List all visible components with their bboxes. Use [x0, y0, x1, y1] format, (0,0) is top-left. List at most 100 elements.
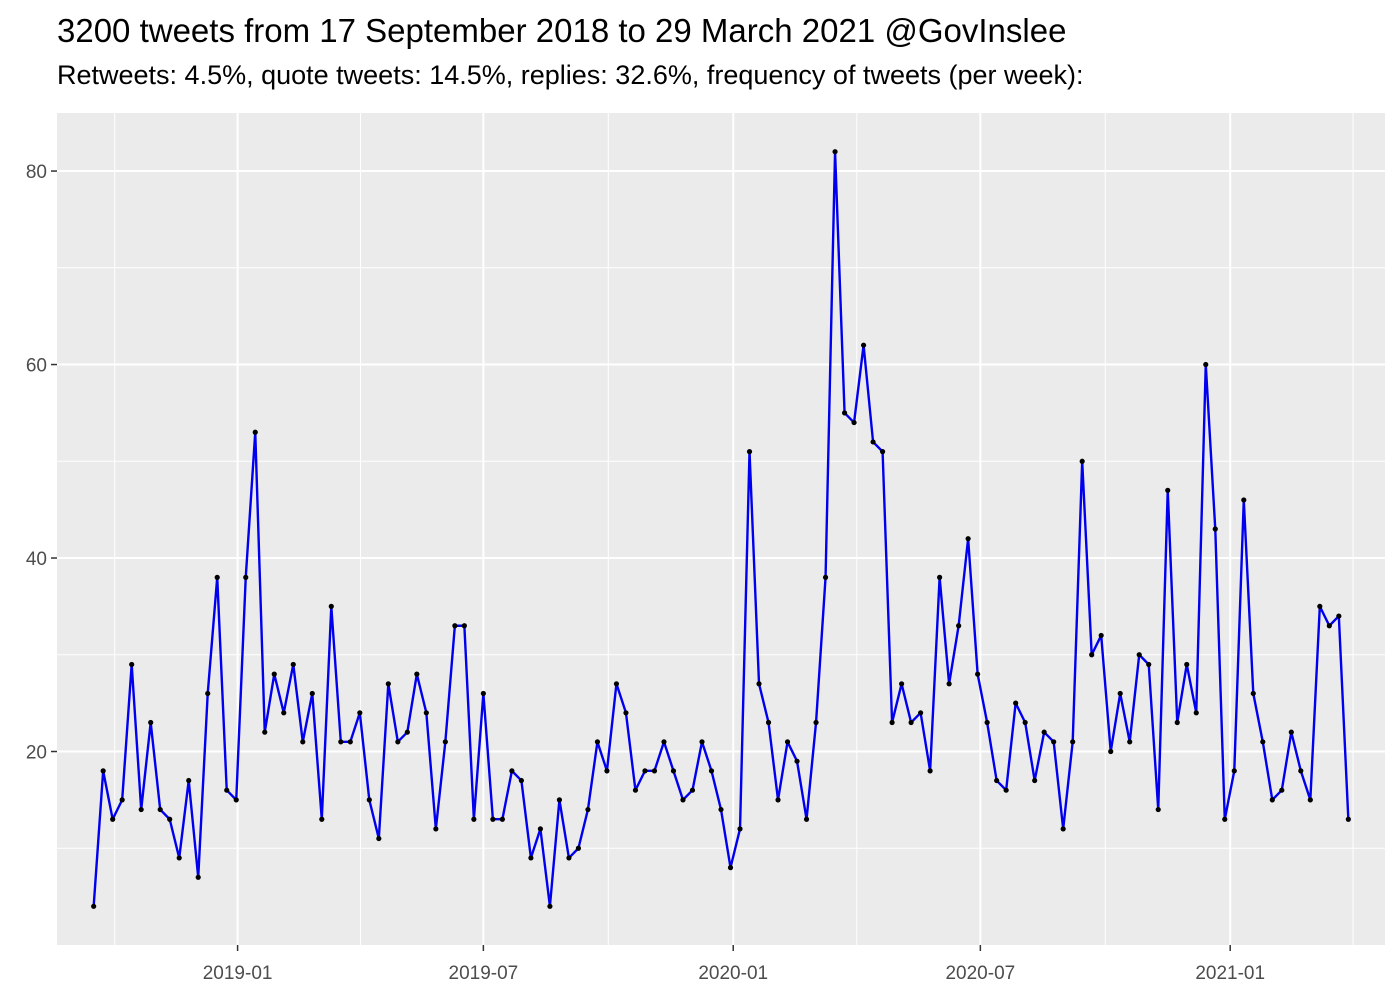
data-point: [205, 690, 211, 697]
data-point: [994, 777, 1000, 784]
data-point: [499, 816, 505, 822]
data-point: [832, 149, 838, 155]
data-point: [319, 816, 325, 822]
data-point: [613, 681, 620, 687]
data-point: [803, 816, 810, 822]
data-point: [186, 777, 192, 784]
data-point: [1174, 719, 1180, 726]
data-point: [1117, 690, 1123, 697]
data-point: [442, 739, 448, 745]
major-gridlines: [57, 113, 1385, 945]
data-point: [528, 855, 534, 861]
data-point: [585, 806, 591, 813]
data-point: [1260, 739, 1266, 745]
data-point: [889, 719, 895, 726]
data-point: [129, 661, 135, 668]
data-point: [1326, 623, 1332, 629]
data-point: [1345, 816, 1351, 822]
data-point: [518, 777, 524, 784]
data-point: [984, 719, 990, 726]
data-point: [1003, 787, 1009, 793]
data-point: [1250, 690, 1256, 697]
data-point: [547, 903, 553, 909]
data-point: [594, 739, 601, 745]
data-point: [670, 768, 677, 774]
data-point: [1108, 748, 1114, 755]
data-point: [946, 681, 952, 687]
data-point: [328, 603, 334, 610]
data-point: [680, 797, 686, 803]
data-point: [233, 797, 239, 803]
data-point: [822, 574, 829, 580]
data-point: [91, 903, 97, 909]
y-tick-label: 20: [26, 743, 47, 764]
data-point: [937, 574, 943, 580]
data-point: [1022, 719, 1028, 726]
axis-tick-labels: 20 40 60 80 2019-01 2019-07 2020-01 2020-07 2021…: [26, 162, 1265, 984]
data-point: [1155, 806, 1161, 813]
data-point: [813, 719, 819, 726]
data-point: [756, 681, 762, 687]
data-point: [860, 342, 867, 348]
data-point: [1079, 458, 1085, 464]
data-point: [1165, 487, 1171, 493]
y-tick-label: 40: [26, 549, 47, 570]
data-point: [623, 710, 629, 716]
data-point: [708, 768, 715, 774]
data-point: [281, 710, 287, 716]
data-point: [604, 768, 610, 774]
data-point: [1184, 661, 1190, 668]
data-point: [566, 855, 572, 861]
data-point: [480, 690, 486, 697]
data-point: [1051, 739, 1057, 745]
data-point: [1269, 797, 1275, 803]
data-point: [927, 768, 933, 774]
chart-title: 3200 tweets from 17 September 2018 to 29…: [57, 12, 1067, 49]
data-point: [965, 536, 971, 542]
data-point: [746, 449, 753, 455]
data-point: [357, 710, 363, 716]
data-point: [176, 855, 182, 861]
data-point: [157, 806, 163, 813]
data-point: [1098, 632, 1104, 639]
data-point: [471, 816, 477, 822]
data-point: [167, 816, 173, 822]
data-point: [784, 739, 791, 745]
data-point: [851, 419, 857, 426]
data-point: [765, 719, 772, 726]
data-point: [252, 429, 258, 435]
data-point: [699, 739, 705, 745]
data-point: [1146, 661, 1152, 668]
x-tick-label: 2021-01: [1195, 963, 1265, 984]
data-point: [262, 729, 268, 735]
data-point: [347, 739, 353, 745]
data-point: [899, 681, 905, 687]
data-point: [879, 449, 886, 455]
data-point: [1013, 700, 1019, 706]
data-point: [575, 845, 582, 851]
data-point: [224, 787, 230, 793]
data-point: [1336, 613, 1342, 619]
y-tick-label: 80: [26, 162, 47, 183]
data-point: [870, 439, 876, 445]
data-point: [195, 874, 201, 880]
data-point: [1279, 787, 1285, 793]
data-point: [1032, 777, 1038, 784]
data-point: [794, 758, 800, 764]
data-point: [271, 671, 277, 677]
minor-gridlines: [57, 113, 1385, 945]
data-point: [290, 661, 296, 668]
data-point: [975, 671, 981, 677]
data-point: [100, 768, 106, 774]
data-point: [956, 623, 962, 629]
data-point: [404, 729, 410, 735]
data-point: [1136, 652, 1142, 658]
data-point: [1203, 361, 1209, 368]
plot-panel: [57, 113, 1385, 945]
data-point: [1193, 710, 1199, 716]
data-point: [461, 623, 467, 629]
data-point: [1307, 797, 1313, 803]
data-point: [718, 806, 724, 813]
data-point: [537, 826, 544, 832]
